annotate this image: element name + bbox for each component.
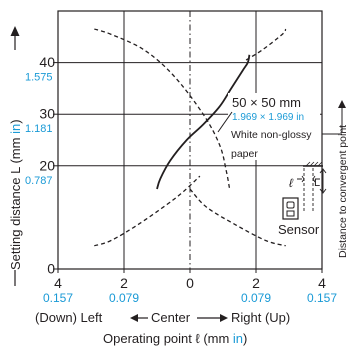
x-tick-label: 4 (318, 275, 326, 291)
sensor-setup-diagram (282, 161, 327, 220)
x-tick-label: 2 (120, 275, 128, 291)
annotation-box (228, 93, 320, 160)
target-size: 50 × 50 mm (232, 95, 301, 110)
x-axis-title-unit: in (233, 331, 243, 346)
sensor-label: Sensor (278, 222, 320, 237)
y-tick-label-inch: 1.181 (25, 123, 53, 135)
y-axis-title-arrowhead (10, 26, 20, 36)
x-direction-left: (Down) Left (35, 310, 103, 325)
y-tick-label: 30 (39, 106, 55, 122)
convergent-point-label: Distance to convergent point (337, 125, 349, 258)
y-axis-title-close: ) (8, 119, 23, 123)
detection-area-curve (156, 54, 251, 190)
y-tick-label-inch: 0.787 (25, 175, 53, 187)
y-tick-label: 0 (47, 261, 55, 277)
target-material-line2: paper (231, 148, 258, 160)
x-direction-center: Center (151, 310, 191, 325)
x-axis-title-close: ) (243, 331, 247, 346)
x-tick-label: 0 (186, 275, 194, 291)
dashed-curve-4 (189, 188, 286, 247)
annotation-leader (217, 111, 233, 133)
x-tick-label-inch: 0.079 (109, 291, 139, 305)
dashed-curve-2 (94, 175, 201, 247)
x-tick-label: 4 (54, 275, 62, 291)
x-tick-label-inch: 0.157 (43, 291, 73, 305)
L-symbol: L (314, 177, 320, 189)
convergent-point-arrowhead (338, 100, 346, 108)
x-axis-title: Operating point ℓ (mm in) (103, 331, 247, 346)
x-direction-right: Right (Up) (231, 310, 290, 325)
target-material-line1: White non-glossy (231, 129, 312, 141)
y-tick-label: 40 (39, 54, 55, 70)
x-tick-label-inch: 0.079 (241, 291, 271, 305)
y-axis-title: Setting distance L (mm in) (8, 119, 23, 270)
x-axis-title-text: Operating point ℓ (mm (103, 331, 233, 346)
dashed-curve-3 (245, 28, 287, 61)
x-tick-label-inch: 0.157 (307, 291, 337, 305)
target-size-inch: 1.969 × 1.969 in (232, 112, 304, 123)
x-tick-label: 2 (252, 275, 260, 291)
y-tick-label: 20 (39, 157, 55, 173)
l-symbol: ℓ (289, 176, 294, 190)
y-axis-title-text: Setting distance L (mm (8, 134, 23, 270)
dashed-curve-1 (94, 28, 231, 190)
y-tick-label-inch: 1.575 (25, 72, 53, 84)
y-axis-title-unit: in (8, 124, 23, 134)
series-layer (94, 28, 287, 247)
x-direction-left-arrowhead (130, 314, 138, 322)
x-direction-right-arrowhead (220, 314, 228, 322)
